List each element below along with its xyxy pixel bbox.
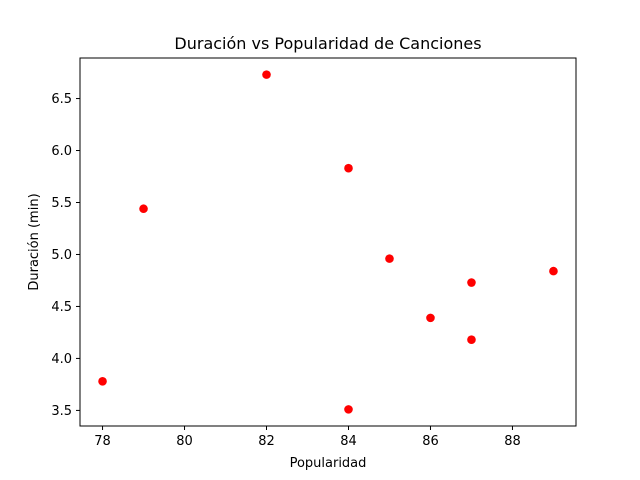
data-point xyxy=(426,313,435,323)
y-tick-label: 6.0 xyxy=(51,144,72,159)
data-point xyxy=(98,376,107,386)
data-point xyxy=(262,70,271,79)
data-point xyxy=(139,204,148,214)
axes-frame xyxy=(79,57,577,427)
y-tick-label: 4.0 xyxy=(51,352,72,367)
y-tick-label: 5.0 xyxy=(51,248,72,263)
data-point xyxy=(467,278,476,287)
x-axis-label: Popularidad xyxy=(290,456,367,471)
x-tick-label: 84 xyxy=(340,434,357,449)
y-tick-label: 4.5 xyxy=(51,300,72,315)
data-point xyxy=(385,254,394,263)
plot-area: 78 80 82 84 86 88 3.5 4.0 4.5 5.0 5.5 6.0 6.5 xyxy=(51,57,577,449)
x-tick-label: 86 xyxy=(422,434,439,449)
x-tick-label: 80 xyxy=(176,434,193,449)
y-tick-label: 6.5 xyxy=(51,92,72,107)
data-point xyxy=(467,335,476,345)
y-tick-label: 5.5 xyxy=(51,196,72,211)
y-tick-label: 3.5 xyxy=(51,404,72,419)
chart-title: Duración vs Popularidad de Canciones xyxy=(174,34,481,53)
y-axis-label: Duración (min) xyxy=(27,193,42,290)
data-point xyxy=(344,163,353,173)
x-tick-label: 88 xyxy=(504,434,521,449)
data-point xyxy=(549,266,558,276)
x-tick-label: 82 xyxy=(258,434,275,449)
x-tick-label: 78 xyxy=(94,434,111,449)
data-point xyxy=(344,405,353,414)
